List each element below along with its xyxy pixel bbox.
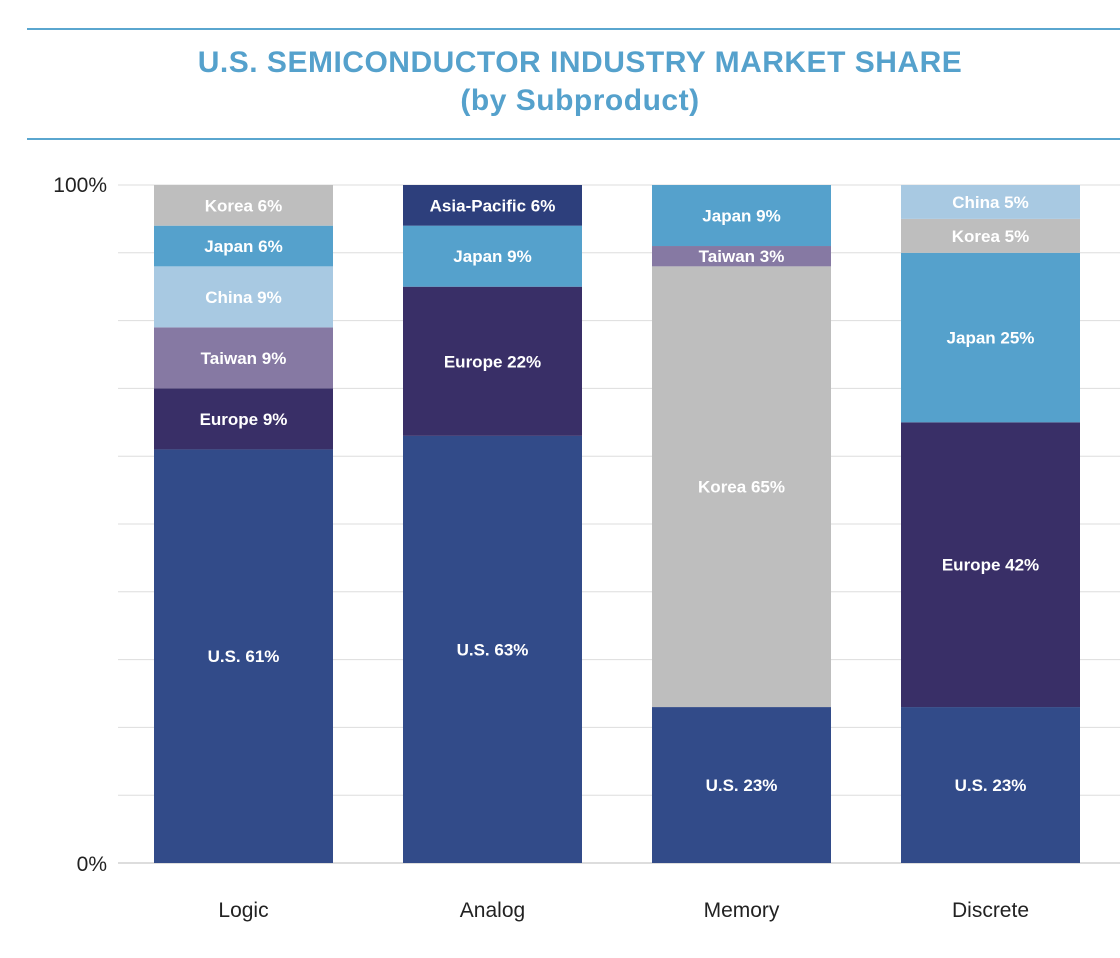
- chart-title-block: U.S. SEMICONDUCTOR INDUSTRY MARKET SHARE…: [0, 44, 1120, 120]
- bar-segment-logic-japan: [154, 225, 333, 267]
- data-label: U.S. 23%: [955, 776, 1027, 795]
- top-rule: [27, 28, 1120, 30]
- bar-segment-discrete-japan: [901, 252, 1080, 423]
- bar-segment-analog-asia-pacific: [403, 185, 582, 226]
- bar-segment-discrete-china: [901, 185, 1080, 219]
- data-label: Japan 9%: [453, 247, 531, 266]
- data-label: Europe 42%: [942, 556, 1039, 575]
- data-label: U.S. 23%: [706, 776, 778, 795]
- data-label: Japan 9%: [702, 207, 780, 226]
- bar-segment-memory-taiwan: [652, 246, 831, 267]
- data-label: China 5%: [952, 193, 1029, 212]
- bar-segment-memory-korea: [652, 266, 831, 708]
- data-label: Korea 65%: [698, 478, 785, 497]
- bar-segment-analog-u-s-: [403, 435, 582, 863]
- bar-segment-analog-europe: [403, 286, 582, 436]
- data-label: Asia-Pacific 6%: [430, 196, 556, 215]
- data-label: China 9%: [205, 288, 282, 307]
- bar-segment-discrete-europe: [901, 422, 1080, 708]
- segment-labels: U.S. 61% Europe 9% Taiwan 9% China 9% Japan …: [200, 193, 1040, 795]
- chart-subtitle: (by Subproduct): [460, 84, 700, 117]
- x-tick-label: Memory: [704, 899, 780, 922]
- x-tick-label: Discrete: [952, 899, 1029, 922]
- bar-segment-memory-japan: [652, 185, 831, 247]
- bar-segment-logic-taiwan: [154, 327, 333, 389]
- bar-segment-analog-japan: [403, 225, 582, 287]
- data-label: Korea 6%: [205, 196, 282, 215]
- x-tick-label: Analog: [460, 899, 525, 922]
- y-tick-label-bottom: 0%: [77, 853, 107, 876]
- data-label: Korea 5%: [952, 227, 1029, 246]
- title-bottom-rule: [27, 138, 1120, 140]
- data-label: Taiwan 3%: [699, 247, 785, 266]
- bar-segment-discrete-korea: [901, 218, 1080, 253]
- data-label: Japan 6%: [204, 237, 282, 256]
- axes: 100% 0% Logic Analog Memory Discrete: [53, 174, 1029, 922]
- bar-segment-logic-europe: [154, 388, 333, 450]
- bar-segment-logic-china: [154, 266, 333, 328]
- bar-segment-memory-u-s-: [652, 707, 831, 863]
- bar-segment-logic-korea: [154, 185, 333, 226]
- bars: [154, 185, 1080, 863]
- data-label: U.S. 63%: [457, 640, 529, 659]
- data-label: Europe 22%: [444, 352, 541, 371]
- chart-title: U.S. SEMICONDUCTOR INDUSTRY MARKET SHARE: [197, 46, 963, 79]
- x-tick-label: Logic: [218, 899, 268, 922]
- data-label: Europe 9%: [200, 410, 288, 429]
- data-label: U.S. 61%: [208, 647, 280, 666]
- data-label: Taiwan 9%: [201, 349, 287, 368]
- data-label: Japan 25%: [947, 329, 1035, 348]
- bar-segment-discrete-u-s-: [901, 707, 1080, 863]
- y-tick-label-top: 100%: [53, 174, 107, 197]
- bar-segment-logic-u-s-: [154, 449, 333, 863]
